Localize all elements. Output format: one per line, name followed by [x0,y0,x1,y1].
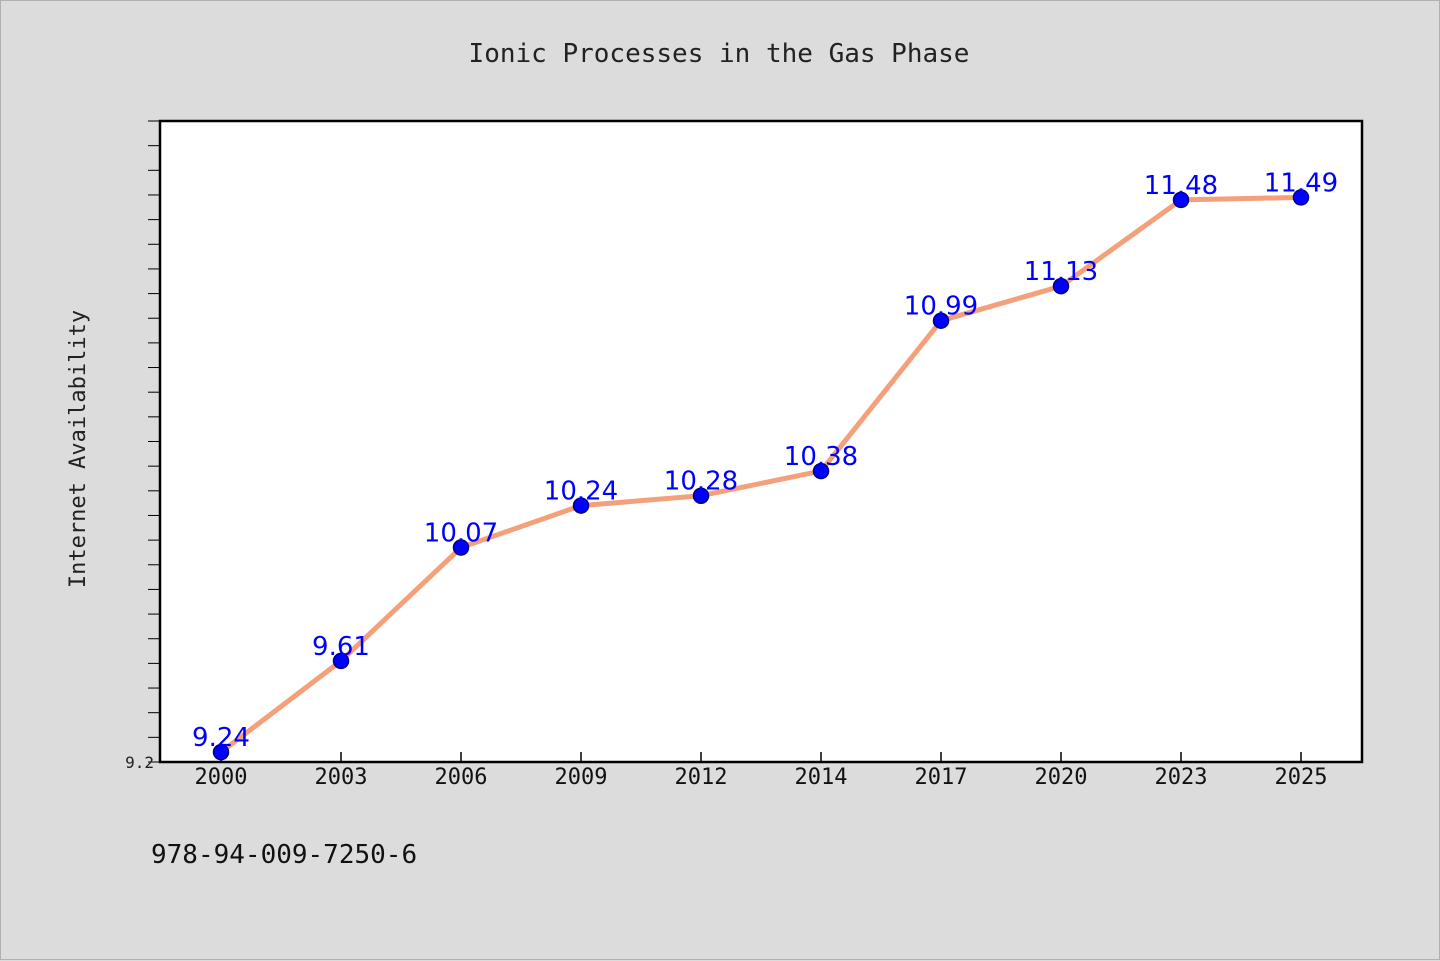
data-point [452,539,470,556]
x-tick-label: 2003 [315,765,368,790]
data-point [332,652,350,670]
data-label: 10.28 [664,467,738,497]
chart-title: Ionic Processes in the Gas Phase [469,39,970,69]
data-point [1172,191,1190,209]
data-label: 11.49 [1264,168,1338,198]
y-axis-ticks: 9.2 [125,120,160,772]
y-tick-label: 9.2 [125,753,154,772]
data-point [932,312,950,329]
data-label: 10.99 [904,292,978,322]
data-point [1292,189,1310,206]
plot-area [158,119,1364,764]
data-labels: 9.24 9.61 10.07 10.24 10.28 10.38 10.99 11.13 11… [192,168,1338,753]
isbn-footer: 978-94-009-7250-6 [151,840,417,870]
data-label: 10.07 [424,519,498,549]
x-tick-label: 2017 [915,765,968,790]
x-tick-label: 2009 [555,765,608,790]
series-markers [212,189,1310,761]
x-tick-label: 2006 [435,765,488,790]
data-point [692,487,710,504]
data-label: 10.38 [784,442,858,472]
data-label: 10.24 [544,477,618,507]
x-tick-label: 2025 [1275,765,1328,790]
x-tick-label: 2014 [795,765,848,790]
data-point [212,743,230,761]
x-axis-ticks: 2000 2003 2006 2009 2012 2014 2017 2020 2023 2025 [195,752,1328,790]
data-point [572,497,590,514]
x-tick-label: 2012 [675,765,728,790]
series-lines [218,194,1304,755]
x-tick-label: 2020 [1035,765,1088,790]
series-line [218,194,1304,755]
x-tick-label: 2000 [195,765,248,790]
data-label: 9.24 [192,723,250,753]
data-point [1052,277,1070,295]
data-label: 9.61 [312,632,370,662]
data-point [812,462,830,480]
x-tick-label: 2023 [1155,765,1208,790]
data-label: 11.13 [1024,257,1098,287]
y-axis-label: Internet Availability [66,310,91,588]
data-label: 11.48 [1144,171,1218,201]
